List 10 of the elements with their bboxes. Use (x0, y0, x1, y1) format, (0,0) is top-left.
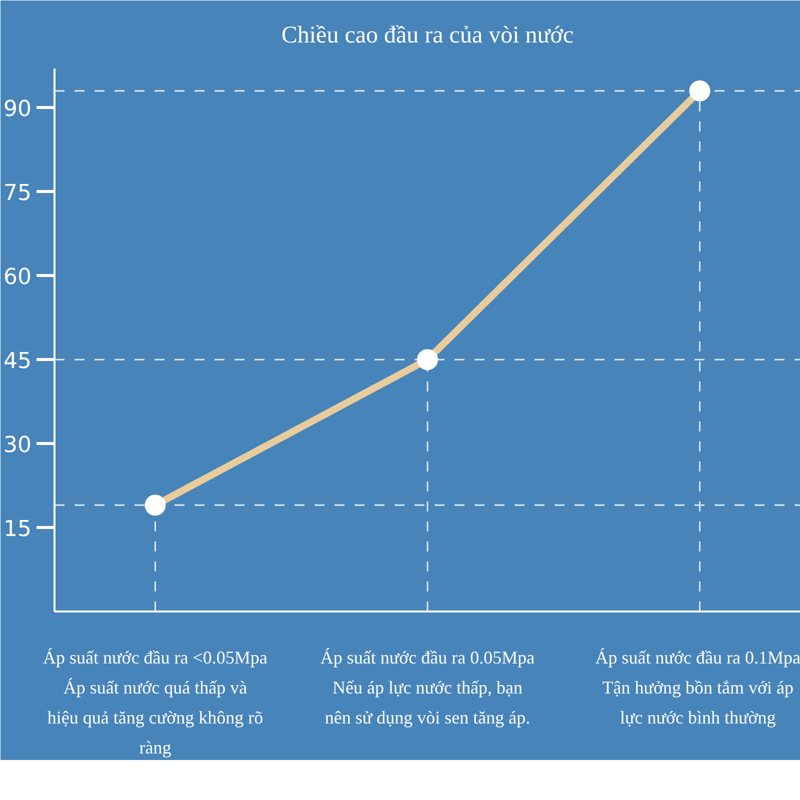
y-tick-label: 45 (4, 349, 32, 374)
y-tick-label: 60 (4, 265, 32, 290)
y-tick-label: 90 (4, 97, 32, 122)
y-tick-label: 15 (4, 517, 32, 542)
x-tick-label: Áp suất nước đầu ra 0.1Mpa Tận hưởng bồn tắm với áp lực nước bình thường (595, 648, 800, 728)
x-tick-label: Áp suất nước đầu ra <0.05Mpa Áp suất nước quá thấp và hiệu quả tăng cường không rõ ràng (43, 648, 268, 758)
y-tick-label: 75 (4, 181, 32, 206)
x-tick-label: Áp suất nước đầu ra 0.05Mpa Nếu áp lực nước thấp, bạn nên sử dụng vòi sen tăng áp. (320, 648, 535, 728)
chart-title: Chiều cao đầu ra của vòi nước (281, 22, 574, 48)
y-tick-label: 30 (4, 433, 32, 458)
